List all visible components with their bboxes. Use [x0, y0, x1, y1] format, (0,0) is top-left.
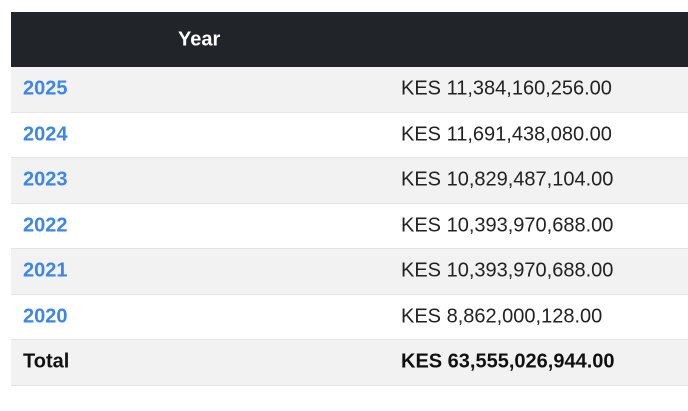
year-link-2020[interactable]: 2020	[23, 305, 68, 328]
amount-cell: KES 10,393,970,688.00	[401, 214, 614, 237]
total-amount: KES 63,555,026,944.00	[401, 350, 615, 373]
table-row: 2025 KES 11,384,160,256.00	[11, 67, 688, 113]
amount-cell: KES 11,691,438,080.00	[401, 123, 612, 146]
revenue-table: Year 2025 KES 11,384,160,256.00 2024 KES…	[11, 12, 688, 386]
table-row: 2021 KES 10,393,970,688.00	[11, 249, 688, 295]
table-total-row: Total KES 63,555,026,944.00	[11, 340, 688, 386]
table-row: 2024 KES 11,691,438,080.00	[11, 112, 688, 158]
amount-cell: KES 10,829,487,104.00	[401, 168, 614, 191]
table-header: Year	[11, 12, 688, 67]
year-link-2021[interactable]: 2021	[23, 259, 68, 282]
year-link-2023[interactable]: 2023	[23, 168, 68, 191]
total-label: Total	[23, 350, 70, 373]
table-row: 2023 KES 10,829,487,104.00	[11, 158, 688, 204]
amount-cell: KES 11,384,160,256.00	[401, 77, 612, 100]
table-row: 2022 KES 10,393,970,688.00	[11, 203, 688, 249]
table-row: 2020 KES 8,862,000,128.00	[11, 294, 688, 340]
header-year: Year	[178, 28, 221, 50]
year-link-2024[interactable]: 2024	[23, 123, 68, 146]
year-link-2022[interactable]: 2022	[23, 214, 68, 237]
year-link-2025[interactable]: 2025	[23, 77, 68, 100]
amount-cell: KES 10,393,970,688.00	[401, 259, 614, 282]
amount-cell: KES 8,862,000,128.00	[401, 305, 603, 328]
